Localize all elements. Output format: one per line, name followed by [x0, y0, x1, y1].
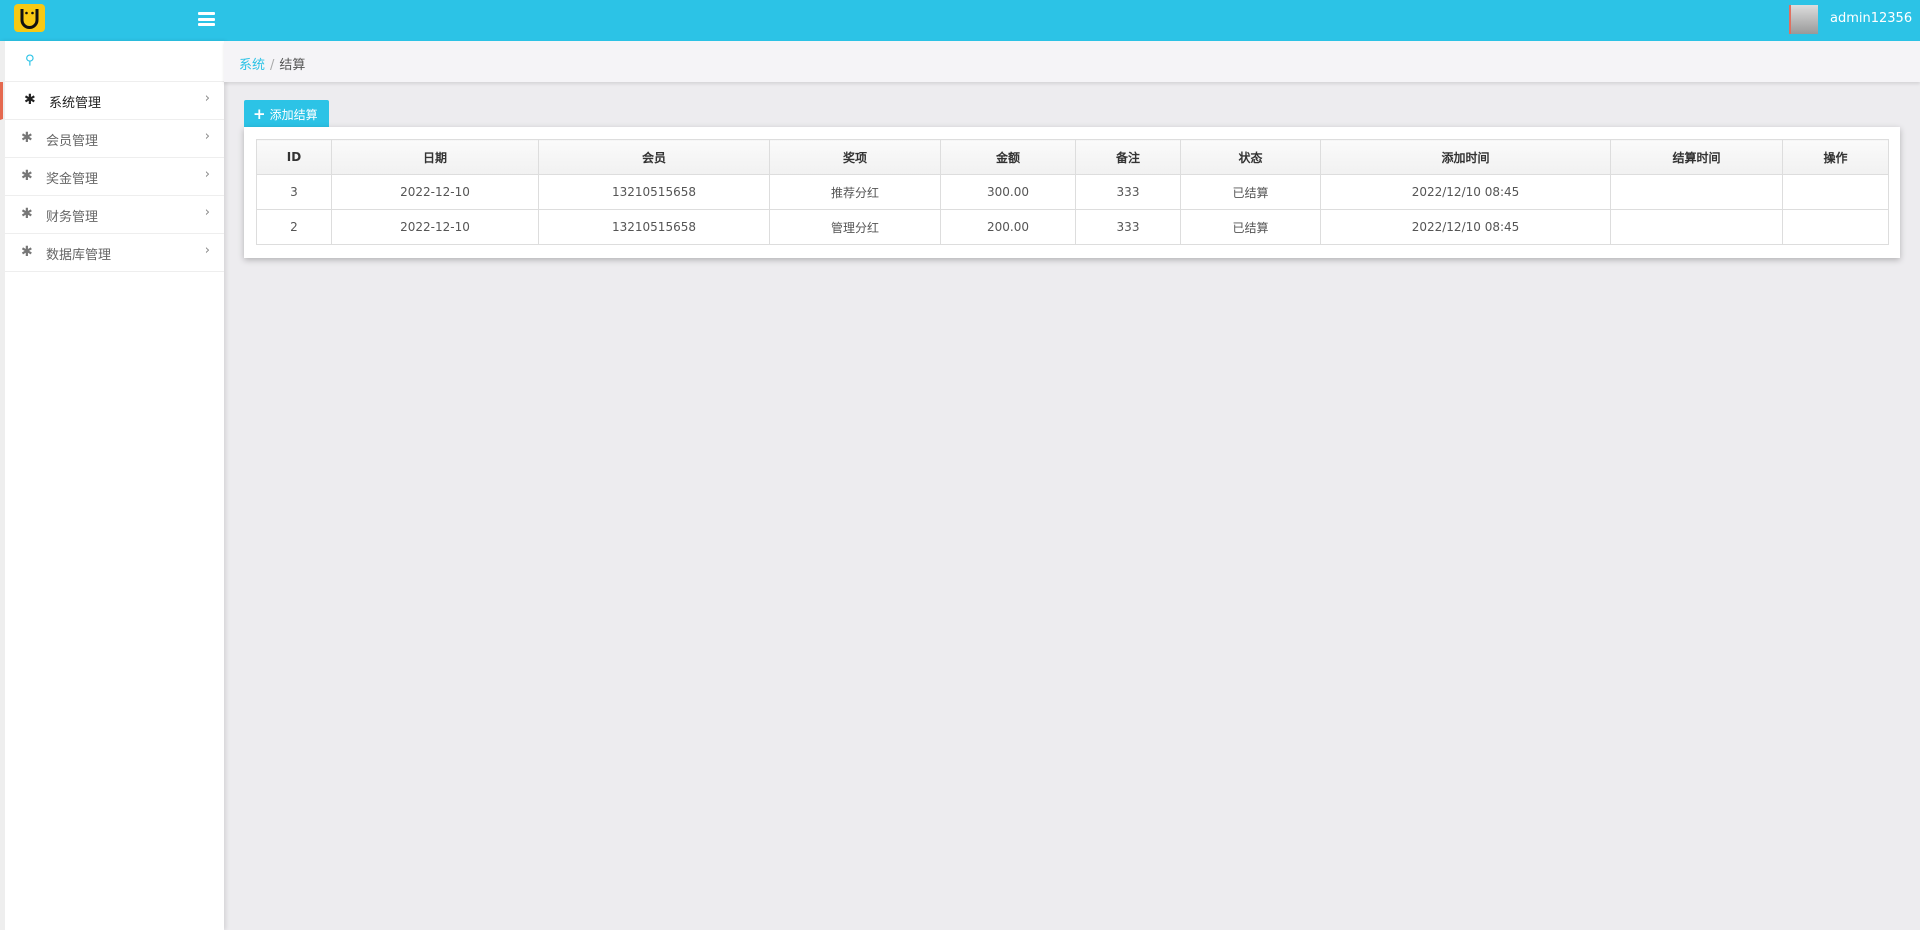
- table-cell: 已结算: [1180, 209, 1321, 245]
- table-cell: 3: [256, 174, 332, 210]
- settlement-table: ID 日期 会员 奖项 金额 备注 状态 添加时间 结算时间 操作 3 2022-12-10 1321…: [256, 139, 1889, 245]
- column-header: 结算时间: [1610, 139, 1783, 175]
- sidebar-item-label: 会员管理: [46, 134, 99, 149]
- column-header: 状态: [1180, 139, 1321, 175]
- username[interactable]: admin12356: [1830, 11, 1913, 26]
- sidebar-item-members[interactable]: ✱ 会员管理 ›: [5, 120, 224, 158]
- table-cell: [1610, 174, 1783, 210]
- column-header: 金额: [940, 139, 1076, 175]
- table-cell: 2022-12-10: [331, 209, 539, 245]
- table-cell: [1782, 174, 1889, 210]
- chevron-right-icon: ›: [204, 167, 210, 182]
- gear-icon: ✱: [21, 206, 33, 222]
- table-cell: 2022/12/10 08:45: [1320, 209, 1611, 245]
- column-header: 奖项: [769, 139, 941, 175]
- breadcrumb-system-link[interactable]: 系统: [239, 58, 266, 73]
- sidebar-item-label: 财务管理: [46, 210, 99, 225]
- table-cell: 333: [1075, 209, 1181, 245]
- avatar[interactable]: [1789, 5, 1818, 34]
- breadcrumb-separator: /: [270, 58, 275, 73]
- table-cell: 333: [1075, 174, 1181, 210]
- gear-icon: ✱: [21, 168, 33, 184]
- column-header: 添加时间: [1320, 139, 1611, 175]
- add-settlement-button[interactable]: + 添加结算: [244, 100, 329, 127]
- table-cell: [1610, 209, 1783, 245]
- table-cell: 管理分红: [769, 209, 941, 245]
- table-cell: 13210515658: [538, 209, 770, 245]
- sidebar-item-bonus[interactable]: ✱ 奖金管理 ›: [5, 158, 224, 196]
- top-bar: admin12356: [0, 0, 1920, 41]
- column-header: 备注: [1075, 139, 1181, 175]
- column-header: 操作: [1782, 139, 1889, 175]
- logo[interactable]: [14, 4, 45, 32]
- table-header-row: ID 日期 会员 奖项 金额 备注 状态 添加时间 结算时间 操作: [256, 139, 1889, 175]
- gear-icon: ✱: [24, 92, 36, 108]
- chevron-right-icon: ›: [204, 205, 210, 220]
- table-row[interactable]: 3 2022-12-10 13210515658 推荐分红 300.00 333 已结算 20…: [256, 174, 1889, 210]
- gear-icon: ✱: [21, 130, 33, 146]
- breadcrumb: 系统 / 结算: [224, 41, 1920, 82]
- sidebar-search[interactable]: ⚲: [5, 41, 224, 82]
- sidebar-item-label: 奖金管理: [46, 172, 99, 187]
- chevron-right-icon: ›: [204, 129, 210, 144]
- sidebar-item-label: 数据库管理: [46, 248, 112, 263]
- search-icon[interactable]: ⚲: [25, 53, 35, 68]
- chevron-right-icon: ›: [204, 91, 210, 106]
- sidebar-item-finance[interactable]: ✱ 财务管理 ›: [5, 196, 224, 234]
- sidebar: ⚲ ✱ 系统管理 › ✱ 会员管理 › ✱ 奖金管理 › ✱ 财务管理 › ✱ 数据库管理 ›: [0, 41, 224, 930]
- table-cell: 2022-12-10: [331, 174, 539, 210]
- breadcrumb-current: 结算: [279, 58, 306, 73]
- gear-icon: ✱: [21, 244, 33, 260]
- plus-icon: +: [253, 104, 266, 123]
- table-cell: [1782, 209, 1889, 245]
- settlement-panel: ID 日期 会员 奖项 金额 备注 状态 添加时间 结算时间 操作 3 2022-12-10 1321…: [244, 127, 1900, 258]
- table-cell: 2: [256, 209, 332, 245]
- table-cell: 2022/12/10 08:45: [1320, 174, 1611, 210]
- table-row[interactable]: 2 2022-12-10 13210515658 管理分红 200.00 333 已结算 20…: [256, 209, 1889, 245]
- table-cell: 13210515658: [538, 174, 770, 210]
- menu-toggle-icon[interactable]: [198, 12, 215, 26]
- table-cell: 300.00: [940, 174, 1076, 210]
- sidebar-item-system[interactable]: ✱ 系统管理 ›: [0, 82, 224, 120]
- sidebar-item-label: 系统管理: [49, 96, 102, 111]
- column-header: 日期: [331, 139, 539, 175]
- table-cell: 已结算: [1180, 174, 1321, 210]
- column-header: ID: [256, 139, 332, 175]
- add-settlement-label: 添加结算: [269, 107, 318, 122]
- table-cell: 推荐分红: [769, 174, 941, 210]
- table-cell: 200.00: [940, 209, 1076, 245]
- chevron-right-icon: ›: [204, 243, 210, 258]
- column-header: 会员: [538, 139, 770, 175]
- sidebar-item-database[interactable]: ✱ 数据库管理 ›: [5, 234, 224, 272]
